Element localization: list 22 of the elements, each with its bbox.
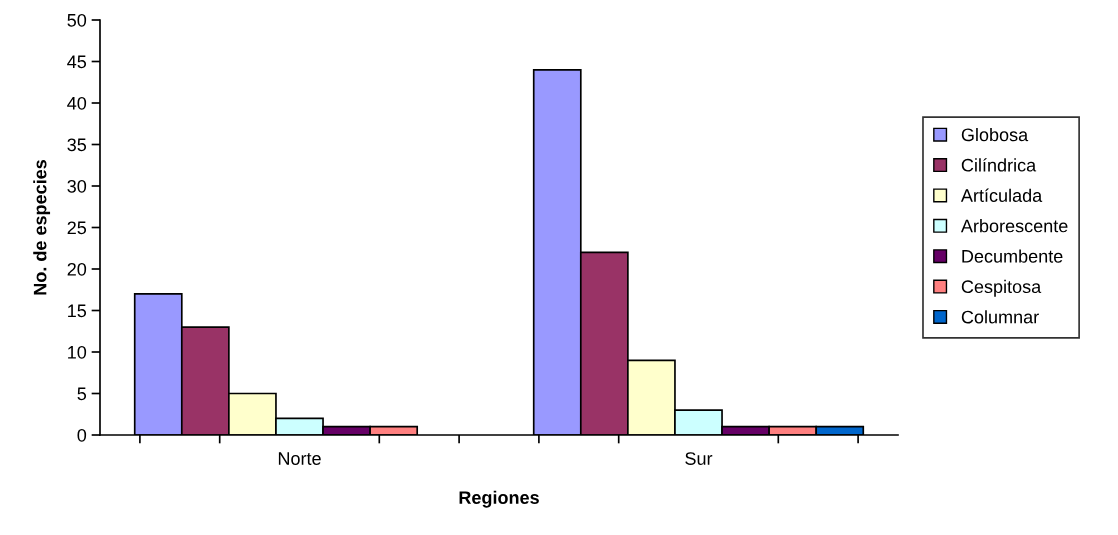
y-tick-label: 5	[77, 387, 87, 401]
y-tick-label: 0	[77, 428, 87, 442]
legend-label: Cilíndrica	[961, 158, 1037, 172]
x-tick-label: Sur	[685, 452, 713, 465]
y-tick-label: 45	[67, 55, 87, 69]
legend-label: Globosa	[961, 127, 1029, 142]
x-tick-label: Norte	[278, 452, 321, 465]
y-tick-label: 10	[68, 345, 87, 359]
y-tick-label: 35	[67, 138, 87, 152]
legend-label: Columnar	[961, 310, 1039, 324]
y-tick-label: 20	[67, 262, 87, 276]
legend-label: Arborescente	[960, 219, 1068, 233]
y-tick-label: 15	[68, 304, 87, 318]
legend-label: Cespitosa	[961, 279, 1042, 297]
y-tick-label: 40	[67, 96, 87, 110]
legend-label: Decumbente	[962, 249, 1063, 263]
x-axis-title: Regiones	[459, 490, 539, 508]
legend-label: Artículada	[960, 188, 1043, 202]
y-tick-label: 30	[67, 179, 87, 193]
y-tick-label: 25	[67, 221, 87, 235]
y-tick-label: 50	[67, 13, 87, 27]
y-axis-title: No. de especies	[33, 159, 51, 295]
